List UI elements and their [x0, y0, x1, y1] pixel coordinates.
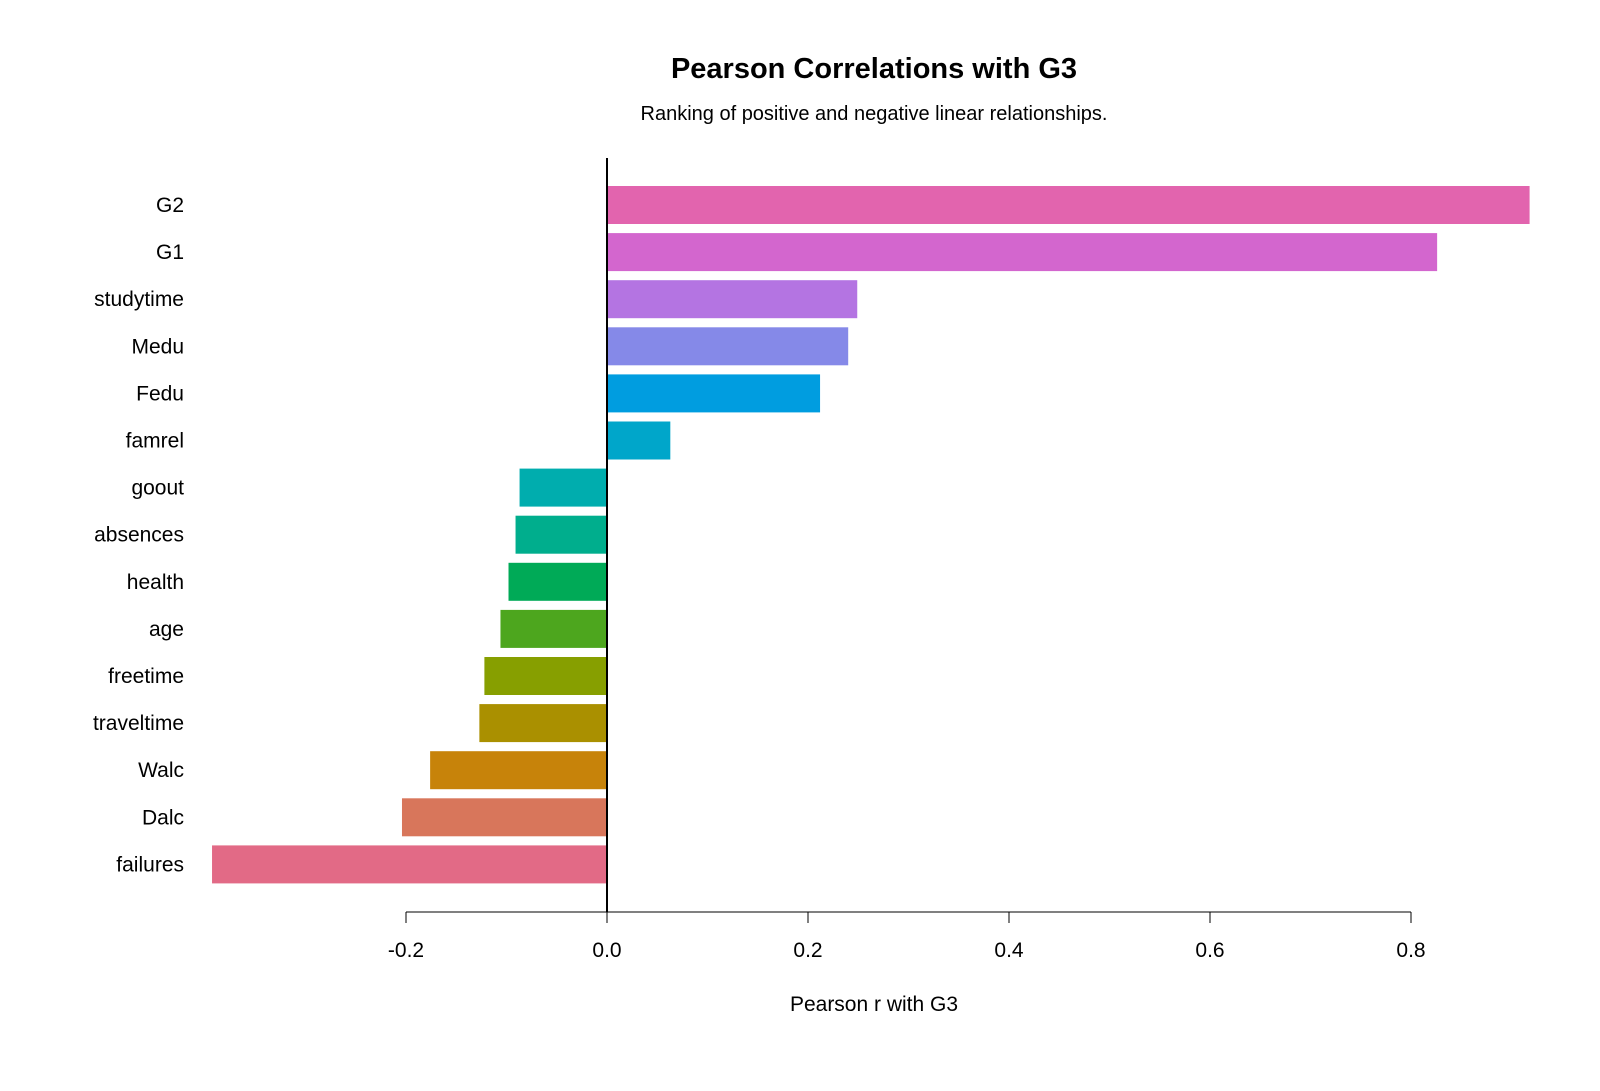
category-label-absences: absences	[94, 524, 184, 547]
x-tick-label: -0.2	[388, 939, 424, 962]
category-label-traveltime: traveltime	[93, 712, 184, 735]
bar-walc	[430, 751, 607, 790]
bar-failures	[212, 845, 607, 884]
category-label-failures: failures	[116, 853, 184, 876]
category-labels-group: G2 G1 studytime Medu Fedu famrel goout absences…	[93, 194, 184, 876]
bar-g1	[607, 233, 1438, 272]
bar-traveltime	[479, 704, 607, 743]
bar-g2	[607, 186, 1530, 224]
chart-title: Pearson Correlations with G3	[671, 53, 1077, 85]
bar-famrel	[607, 421, 671, 460]
category-label-age: age	[149, 618, 184, 641]
x-axis-label: Pearson r with G3	[790, 993, 958, 1016]
category-label-fedu: Fedu	[136, 382, 184, 405]
category-label-freetime: freetime	[108, 665, 184, 688]
category-label-g2: G2	[156, 194, 184, 217]
bars-group	[212, 186, 1530, 884]
x-tick-label: 0.0	[592, 939, 621, 962]
bar-age	[500, 609, 607, 648]
category-label-dalc: Dalc	[142, 806, 184, 829]
x-tick-label: 0.6	[1195, 939, 1224, 962]
bar-dalc	[401, 798, 607, 837]
category-label-goout: goout	[131, 477, 184, 500]
x-axis: -0.2 0.0 0.2 0.4 0.6 0.8	[388, 911, 1426, 962]
bar-goout	[519, 468, 607, 507]
category-label-famrel: famrel	[126, 430, 184, 453]
bar-studytime	[607, 280, 858, 319]
category-label-walc: Walc	[138, 759, 184, 782]
bar-absences	[515, 515, 607, 554]
category-label-studytime: studytime	[94, 288, 184, 311]
x-tick-label: 0.2	[793, 939, 822, 962]
category-label-g1: G1	[156, 241, 184, 264]
chart-subtitle: Ranking of positive and negative linear …	[641, 103, 1108, 125]
x-tick-label: 0.4	[994, 939, 1024, 962]
category-label-health: health	[127, 571, 184, 594]
x-tick-label: 0.8	[1396, 939, 1425, 962]
bar-medu	[607, 327, 849, 366]
bar-health	[508, 562, 607, 601]
bar-fedu	[607, 374, 821, 413]
category-label-medu: Medu	[131, 335, 184, 358]
bar-freetime	[484, 657, 607, 695]
